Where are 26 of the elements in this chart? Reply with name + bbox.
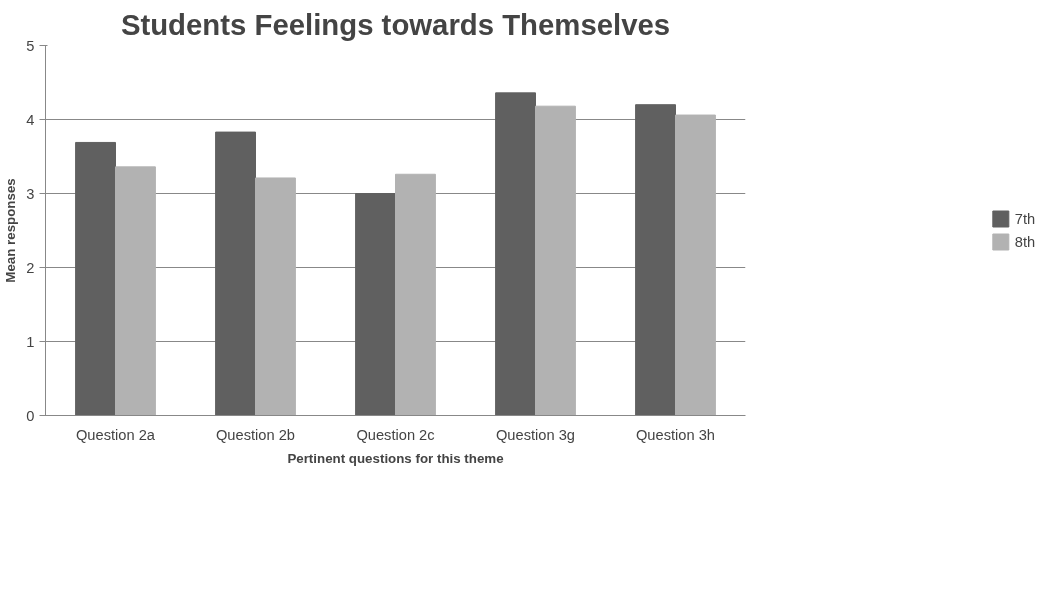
x-tick-label: Question 3h xyxy=(635,426,716,443)
bar xyxy=(75,141,116,416)
y-tick-label: 2 xyxy=(26,259,35,276)
bar xyxy=(495,92,536,416)
bar xyxy=(535,105,576,416)
y-axis-title: Mean responses xyxy=(3,178,19,283)
bar xyxy=(115,166,156,416)
legend-label: 7th xyxy=(1014,210,1036,227)
x-tick-label: Question 3g xyxy=(495,426,576,443)
y-tick-label: 0 xyxy=(26,407,35,424)
y-tick-label: 4 xyxy=(26,111,35,128)
bar xyxy=(215,131,256,416)
y-tick-label: 1 xyxy=(26,333,35,350)
bar xyxy=(395,173,436,416)
chart-title: Students Feelings towards Themselves xyxy=(120,7,671,41)
bar xyxy=(255,177,296,416)
x-tick-label: Question 2b xyxy=(215,426,296,443)
bar xyxy=(675,114,716,416)
x-axis-title: Pertinent questions for this theme xyxy=(287,450,504,466)
x-tick-label: Question 2a xyxy=(75,426,156,443)
bar xyxy=(635,104,676,416)
bar xyxy=(355,193,396,416)
y-tick-label: 5 xyxy=(26,37,35,54)
legend-label: 8th xyxy=(1014,233,1036,250)
x-tick-label: Question 2c xyxy=(356,426,435,443)
y-tick-label: 3 xyxy=(26,185,35,202)
